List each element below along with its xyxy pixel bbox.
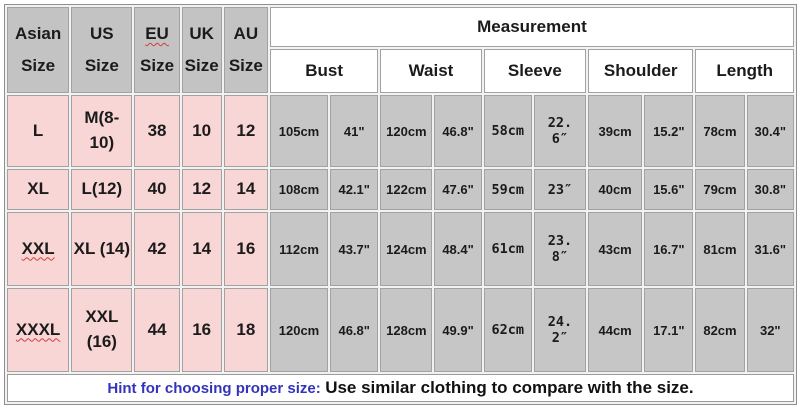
asian-size-cell: XXL [7,212,70,286]
length-in-cell: 30.8" [746,169,794,210]
table-row: XL L(12) 40 12 14 108cm 42.1" 122cm 47.6… [7,169,794,210]
sleeve-in-cell: 23. 8″ [533,212,587,286]
asian-size-cell: L [7,95,70,167]
bust-cm-cell: 105cm [269,95,329,167]
length-in-cell: 30.4" [746,95,794,167]
asian-size-value: XXL [21,238,55,258]
bust-in-cell: 43.7" [330,212,379,286]
sleeve-in-cell: 23″ [533,169,587,210]
waist-in-cell: 49.9" [434,288,482,372]
table-row: XXXL XXL (16) 44 16 18 120cm 46.8" 128cm… [7,288,794,372]
bust-in-cell: 46.8" [330,288,379,372]
waist-in-cell: 47.6" [434,169,482,210]
table-row: XXL XL (14) 42 14 16 112cm 43.7" 124cm 4… [7,212,794,286]
uk-size-cell: 16 [181,288,222,372]
col-header-eu-size: EU Size [134,7,180,93]
eu-size-cell: 44 [134,288,180,372]
length-in-cell: 32" [746,288,794,372]
length-cm-cell: 82cm [695,288,745,372]
waist-cm-cell: 128cm [380,288,433,372]
header-uk-label: UK [189,23,214,43]
col-header-asian-size: Asian Size [7,7,70,93]
header-us-label: US [90,23,114,43]
uk-size-cell: 10 [181,95,222,167]
length-in-cell: 31.6" [746,212,794,286]
us-size-cell: XXL (16) [71,288,133,372]
sleeve-cm-cell: 58cm [483,95,532,167]
asian-size-value: XXXL [15,319,61,339]
col-header-sleeve: Sleeve [483,49,587,93]
uk-size-cell: 14 [181,212,222,286]
length-cm-cell: 78cm [695,95,745,167]
header-asian-label: Asian [14,23,62,43]
asian-size-cell: XXXL [7,288,70,372]
shoulder-in-cell: 17.1" [644,288,694,372]
length-cm-cell: 81cm [695,212,745,286]
col-header-length: Length [695,49,794,93]
col-header-us-size: US Size [71,7,133,93]
header-au-size-label: Size [228,55,263,75]
shoulder-cm-cell: 44cm [588,288,643,372]
header-eu-size-label: Size [140,55,175,75]
shoulder-in-cell: 16.7" [644,212,694,286]
shoulder-in-cell: 15.6" [644,169,694,210]
shoulder-cm-cell: 43cm [588,212,643,286]
hint-row: Hint for choosing proper size: Use simil… [7,374,794,402]
bust-in-cell: 41" [330,95,379,167]
waist-in-cell: 46.8" [434,95,482,167]
sleeve-in-cell: 22. 6″ [533,95,587,167]
sleeve-cm-cell: 62cm [483,288,532,372]
eu-size-cell: 42 [134,212,180,286]
asian-size-cell: XL [7,169,70,210]
uk-size-cell: 12 [181,169,222,210]
col-header-bust: Bust [269,49,379,93]
hint-label: Hint for choosing proper size: [107,380,321,397]
us-size-cell: XL (14) [71,212,133,286]
header-asian-size-label: Size [21,55,56,75]
col-header-waist: Waist [380,49,482,93]
eu-size-cell: 38 [134,95,180,167]
header-eu-label: EU [145,23,169,43]
sleeve-in-cell: 24. 2″ [533,288,587,372]
waist-cm-cell: 124cm [380,212,433,286]
size-chart-table: Asian Size US Size EU Size UK Size AU Si… [4,4,797,405]
us-size-cell: L(12) [71,169,133,210]
header-us-size-label: Size [84,55,119,75]
col-header-shoulder: Shoulder [588,49,694,93]
au-size-cell: 18 [223,288,268,372]
bust-cm-cell: 108cm [269,169,329,210]
col-header-au-size: AU Size [223,7,268,93]
length-cm-cell: 79cm [695,169,745,210]
header-uk-size-label: Size [184,55,219,75]
bust-in-cell: 42.1" [330,169,379,210]
shoulder-cm-cell: 39cm [588,95,643,167]
col-header-uk-size: UK Size [181,7,222,93]
au-size-cell: 16 [223,212,268,286]
table-row: L M(8-10) 38 10 12 105cm 41" 120cm 46.8"… [7,95,794,167]
shoulder-in-cell: 15.2" [644,95,694,167]
hint-cell: Hint for choosing proper size: Use simil… [7,374,794,402]
bust-cm-cell: 120cm [269,288,329,372]
sleeve-cm-cell: 59cm [483,169,532,210]
header-au-label: AU [233,23,259,43]
bust-cm-cell: 112cm [269,212,329,286]
us-size-cell: M(8-10) [71,95,133,167]
waist-cm-cell: 122cm [380,169,433,210]
shoulder-cm-cell: 40cm [588,169,643,210]
au-size-cell: 14 [223,169,268,210]
hint-text: Use similar clothing to compare with the… [325,378,694,397]
sleeve-cm-cell: 61cm [483,212,532,286]
waist-in-cell: 48.4" [434,212,482,286]
eu-size-cell: 40 [134,169,180,210]
measurement-header: Measurement [269,7,794,47]
waist-cm-cell: 120cm [380,95,433,167]
au-size-cell: 12 [223,95,268,167]
